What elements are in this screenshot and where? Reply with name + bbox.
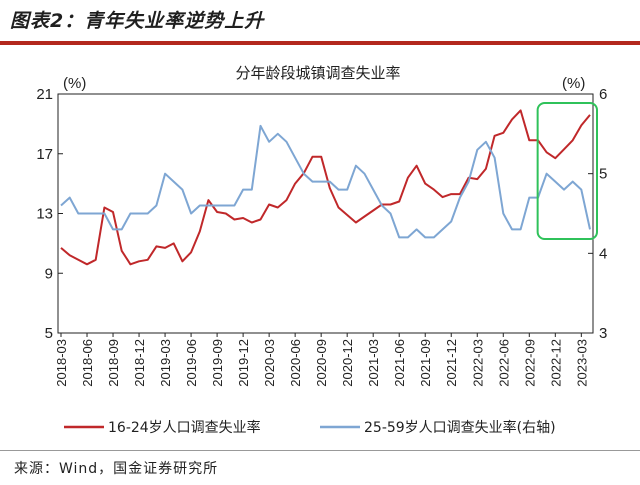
x-tick-label: 2018-03 [54, 339, 69, 387]
right-tick-label: 4 [599, 245, 607, 262]
x-tick-label: 2022-06 [496, 339, 511, 387]
x-tick-label: 2020-09 [314, 339, 329, 387]
axes: 5 9 13 17 21 3 4 5 6 2018-03 2018-06 2018-09 2018-12… [36, 86, 607, 387]
series-lines [60, 109, 591, 266]
left-axis-unit: (%) [63, 75, 86, 92]
x-tick-label: 2022-03 [470, 339, 485, 387]
left-tick-label: 5 [45, 325, 53, 342]
right-tick-label: 3 [599, 325, 607, 342]
x-tick-label: 2021-03 [366, 339, 381, 387]
x-tick-label: 2021-12 [444, 339, 459, 387]
footer-rule [0, 450, 640, 451]
legend: 16-24岁人口调查失业率 25-59岁人口调查失业率(右轴) [64, 419, 556, 436]
left-tick-label: 13 [36, 206, 53, 223]
left-tick-label: 9 [45, 265, 53, 282]
adult-unemployment-line [60, 124, 591, 239]
recent-period-highlight [536, 102, 598, 240]
figure-title: 图表2：青年失业率逆势上升 [10, 10, 265, 32]
title-rule [0, 41, 640, 45]
legend-label-youth: 16-24岁人口调查失业率 [108, 419, 261, 436]
right-tick-label: 6 [599, 86, 607, 103]
x-tick-label: 2021-09 [418, 339, 433, 387]
x-tick-label: 2022-12 [548, 339, 563, 387]
left-tick-label: 21 [36, 86, 53, 103]
x-tick-label: 2019-12 [236, 339, 251, 387]
x-tick-label: 2018-12 [132, 339, 147, 387]
chart-title: 分年龄段城镇调查失业率 [235, 64, 400, 82]
x-tick-label: 2022-09 [522, 339, 537, 387]
x-tick-label: 2023-03 [574, 339, 589, 387]
left-tick-label: 17 [36, 146, 53, 163]
right-tick-label: 5 [599, 166, 607, 183]
x-tick-label: 2019-06 [184, 339, 199, 387]
x-tick-label: 2018-06 [80, 339, 95, 387]
x-tick-label: 2020-03 [262, 339, 277, 387]
x-tick-label: 2019-09 [210, 339, 225, 387]
legend-label-adult: 25-59岁人口调查失业率(右轴) [364, 419, 556, 436]
x-tick-label: 2020-06 [288, 339, 303, 387]
line-chart: 分年龄段城镇调查失业率 (%) (%) 5 9 13 17 21 3 4 5 6 2018-03 2… [36, 64, 607, 436]
x-tick-label: 2021-06 [392, 339, 407, 387]
x-tick-label: 2020-12 [340, 339, 355, 387]
right-axis-unit: (%) [562, 75, 585, 92]
highlight-box [536, 102, 598, 240]
youth-unemployment-line [60, 109, 591, 266]
source-note: 来源：Wind，国金证券研究所 [14, 461, 219, 477]
x-tick-label: 2018-09 [106, 339, 121, 387]
x-tick-label: 2019-03 [158, 339, 173, 387]
